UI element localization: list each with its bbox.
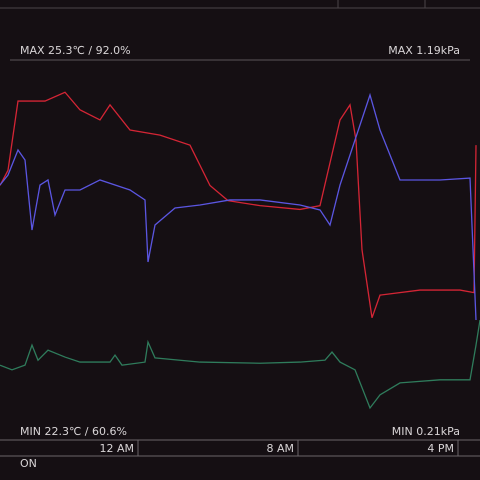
series-line [0, 319, 480, 410]
min-right: MIN 0.21kPa [392, 425, 460, 438]
max-right: MAX 1.19kPa [388, 44, 460, 57]
status: ON [20, 457, 37, 470]
x-tick-label: 8 AM [266, 442, 294, 455]
series-line [0, 91, 477, 318]
max-left: MAX 25.3℃ / 92.0% [20, 44, 131, 57]
min-left: MIN 22.3℃ / 60.6% [20, 425, 127, 438]
x-tick-label: 12 AM [99, 442, 134, 455]
x-tick-label: 4 PM [427, 442, 454, 455]
series-line [0, 92, 477, 321]
